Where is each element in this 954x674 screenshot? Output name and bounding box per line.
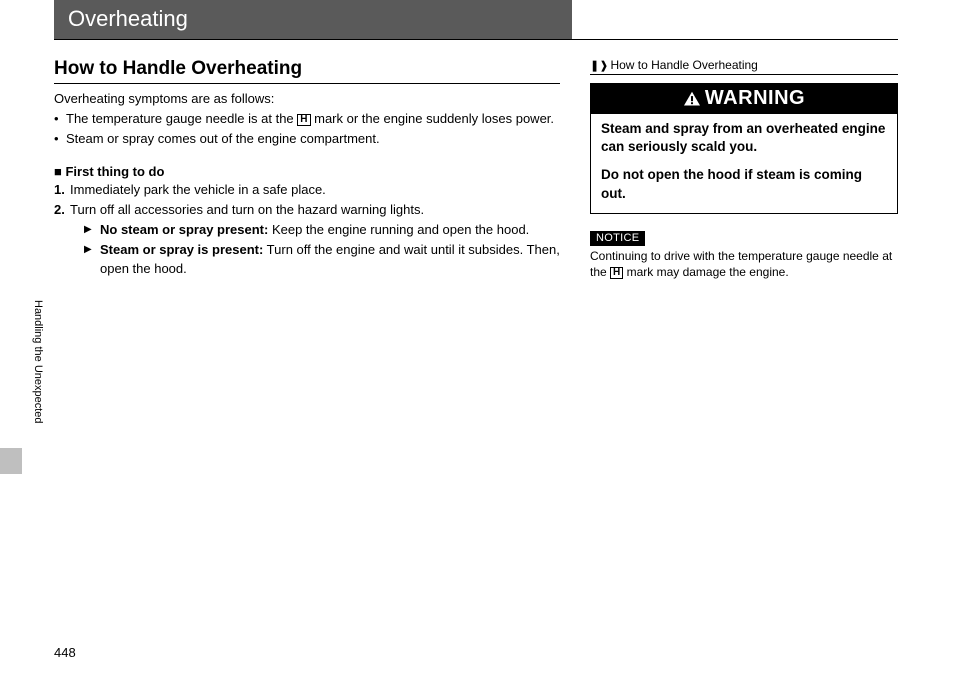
notice-label: NOTICE: [590, 231, 645, 246]
step-text: Turn off all accessories and turn on the…: [70, 202, 424, 217]
side-tab: [0, 448, 22, 474]
page-title: Overheating: [54, 0, 572, 39]
warning-box: WARNING Steam and spray from an overheat…: [590, 83, 898, 214]
reference-line: ❚❱ How to Handle Overheating: [590, 58, 898, 75]
sidebar-column: ❚❱ How to Handle Overheating WARNING Ste…: [574, 58, 898, 280]
section-heading: ■ First thing to do: [54, 163, 560, 181]
warning-triangle-icon: [683, 91, 701, 107]
warning-text: Do not open the hood if steam is coming …: [601, 166, 887, 202]
symptom-item: Steam or spray comes out of the engine c…: [54, 130, 560, 148]
reference-text: How to Handle Overheating: [610, 58, 757, 72]
symptom-text: mark or the engine suddenly loses power.: [311, 111, 555, 126]
notice-block: NOTICE Continuing to drive with the temp…: [590, 228, 898, 280]
warning-text: Steam and spray from an overheated engin…: [601, 120, 887, 156]
substep-item: Steam or spray is present: Turn off the …: [70, 241, 560, 277]
notice-fragment: mark may damage the engine.: [623, 265, 788, 279]
square-marker-icon: ■: [54, 164, 62, 179]
warning-body: Steam and spray from an overheated engin…: [591, 114, 897, 213]
intro-text: Overheating symptoms are as follows:: [54, 90, 560, 108]
h-mark-icon: H: [297, 114, 310, 126]
symptom-item: The temperature gauge needle is at the H…: [54, 110, 560, 128]
title-rule: [54, 39, 898, 40]
heading-text: First thing to do: [65, 164, 164, 179]
page-number: 448: [54, 645, 76, 660]
step-item: Immediately park the vehicle in a safe p…: [54, 181, 560, 199]
reference-icon: ❚❱: [590, 59, 608, 72]
substep-item: No steam or spray present: Keep the engi…: [70, 221, 560, 239]
substep-label: No steam or spray present:: [100, 222, 268, 237]
warning-header: WARNING: [591, 84, 897, 114]
step-item: Turn off all accessories and turn on the…: [54, 201, 560, 278]
h-mark-icon: H: [610, 267, 623, 279]
symptom-text: The temperature gauge needle is at the: [66, 111, 297, 126]
subtitle: How to Handle Overheating: [54, 58, 560, 80]
notice-text: Continuing to drive with the temperature…: [590, 248, 898, 280]
subtitle-rule: [54, 83, 560, 84]
warning-title: WARNING: [705, 87, 805, 110]
side-chapter-label: Handling the Unexpected: [32, 300, 44, 424]
substep-text: Keep the engine running and open the hoo…: [268, 222, 529, 237]
substep-label: Steam or spray is present:: [100, 242, 263, 257]
main-column: How to Handle Overheating Overheating sy…: [54, 58, 574, 280]
